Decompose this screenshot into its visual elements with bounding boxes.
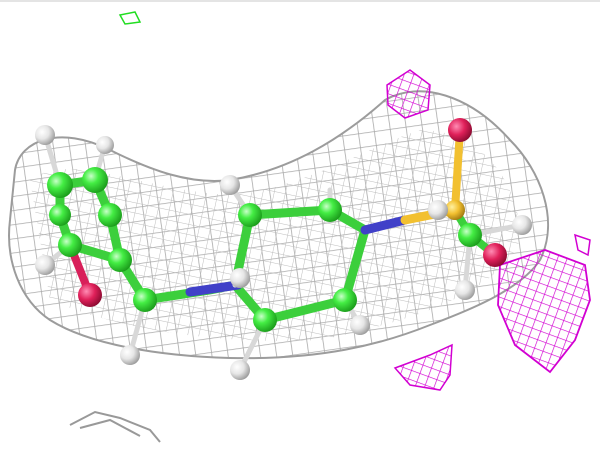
magenta-mesh <box>393 343 453 391</box>
carbon-atom <box>47 172 73 198</box>
hydrogen-atom <box>220 175 240 195</box>
carbon-atom <box>133 288 157 312</box>
gray-fragment <box>69 410 161 443</box>
hydrogen-atom <box>120 345 140 365</box>
magenta-mesh <box>574 233 591 257</box>
oxygen-atom <box>78 283 102 307</box>
green-mesh <box>118 11 142 25</box>
hydrogen-atom <box>350 315 370 335</box>
oxygen-atom <box>448 118 472 142</box>
carbon-atom <box>98 203 122 227</box>
carbon-atom <box>49 204 71 226</box>
carbon-atom <box>238 203 262 227</box>
carbon-atom <box>108 248 132 272</box>
sulfur-atom <box>445 200 465 220</box>
carbon-atom <box>318 198 342 222</box>
magenta-mesh <box>497 249 591 374</box>
nitrogen-bond <box>360 215 410 235</box>
magenta-mesh <box>386 69 431 119</box>
carbon-atom <box>333 288 357 312</box>
carbon-atom <box>82 167 108 193</box>
hydrogen-atom <box>512 215 532 235</box>
nitrogen-bond <box>185 280 243 297</box>
atoms <box>35 118 532 380</box>
hydrogen-atom <box>96 136 114 154</box>
carbon-atom <box>58 233 82 257</box>
hydrogen-atom <box>455 280 475 300</box>
sulfur-bond <box>451 126 464 214</box>
carbon-atom <box>458 223 482 247</box>
density-mesh-inner <box>30 130 520 341</box>
hydrogen-atom <box>35 255 55 275</box>
hydrogen-atom <box>230 360 250 380</box>
carbon-atom <box>253 308 277 332</box>
hydrogen-atom <box>35 125 55 145</box>
oxygen-atom <box>483 243 507 267</box>
hydrogen-atom <box>230 268 250 288</box>
hydrogen-atom <box>428 200 448 220</box>
